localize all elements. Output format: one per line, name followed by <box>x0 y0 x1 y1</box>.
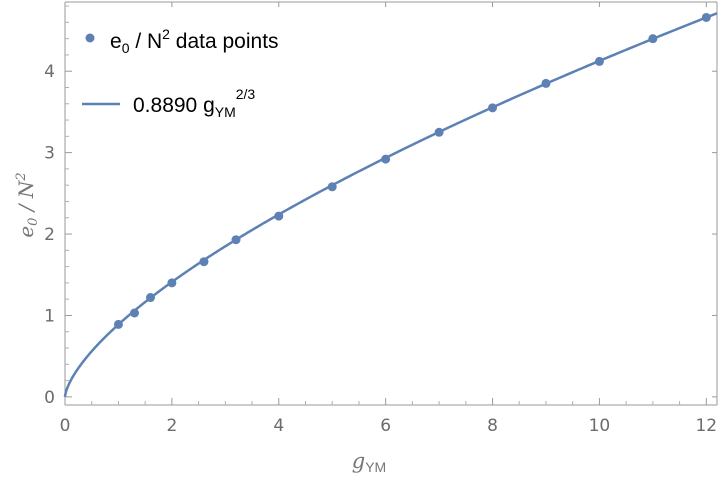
x-tick-label: 2 <box>166 416 177 436</box>
x-axis-label: gYM <box>352 449 386 475</box>
x-tick-label: 6 <box>380 416 391 436</box>
y-tick-label: 4 <box>44 62 55 82</box>
y-axis-label-sub: 0 <box>26 218 41 226</box>
plot-frame <box>64 1 718 406</box>
y-tick-label: 1 <box>44 306 55 326</box>
legend-entry-fit: 0.8890 gYM2/3 <box>133 86 255 120</box>
data-point <box>327 182 337 192</box>
legend-fit-sup: 2/3 <box>236 86 256 102</box>
legend-points-rest: data points <box>170 30 279 53</box>
y-axis-label: e0 / N2 <box>14 172 41 237</box>
data-point <box>146 293 156 303</box>
curve-layer <box>63 12 718 397</box>
data-point <box>199 257 209 267</box>
y-axis-label-sup: 2 <box>14 172 29 181</box>
x-axis-label-main: g <box>352 449 365 473</box>
y-axis-label-rest: / N <box>14 179 38 217</box>
x-tick-label: 8 <box>487 416 498 436</box>
x-tick-label: 4 <box>273 416 284 436</box>
data-point <box>381 154 391 164</box>
legend-fit-sub: YM <box>215 104 236 120</box>
data-point <box>231 235 241 245</box>
data-point <box>113 319 123 329</box>
legend: e0 / N2 data points 0.8890 gYM2/3 <box>82 26 279 120</box>
data-point <box>701 12 711 22</box>
data-point <box>129 308 139 318</box>
y-tick-label: 0 <box>44 388 55 408</box>
points-layer <box>113 12 711 329</box>
data-point <box>167 278 177 288</box>
legend-points-main: e <box>110 30 122 53</box>
y-tick-label: 2 <box>44 225 55 245</box>
data-point <box>594 56 604 66</box>
y-tick-label: 3 <box>44 144 55 164</box>
data-point <box>488 103 498 113</box>
data-point <box>274 211 284 221</box>
data-point <box>541 78 551 88</box>
legend-point-swatch <box>85 33 95 43</box>
data-point <box>434 127 444 137</box>
legend-points-sub: 0 <box>122 40 130 56</box>
legend-fit-main: 0.8890 g <box>133 94 215 117</box>
legend-points-mid: / N <box>129 30 162 53</box>
legend-points-sup: 2 <box>162 26 170 42</box>
x-tick-label: 10 <box>589 416 611 436</box>
x-axis-label-sub: YM <box>365 459 386 475</box>
data-point <box>648 34 658 44</box>
x-tick-label: 0 <box>60 416 71 436</box>
fit-curve <box>63 12 718 397</box>
y-axis-label-main: e <box>14 226 38 238</box>
legend-entry-points: e0 / N2 data points <box>110 26 279 56</box>
x-tick-label: 12 <box>695 416 717 436</box>
